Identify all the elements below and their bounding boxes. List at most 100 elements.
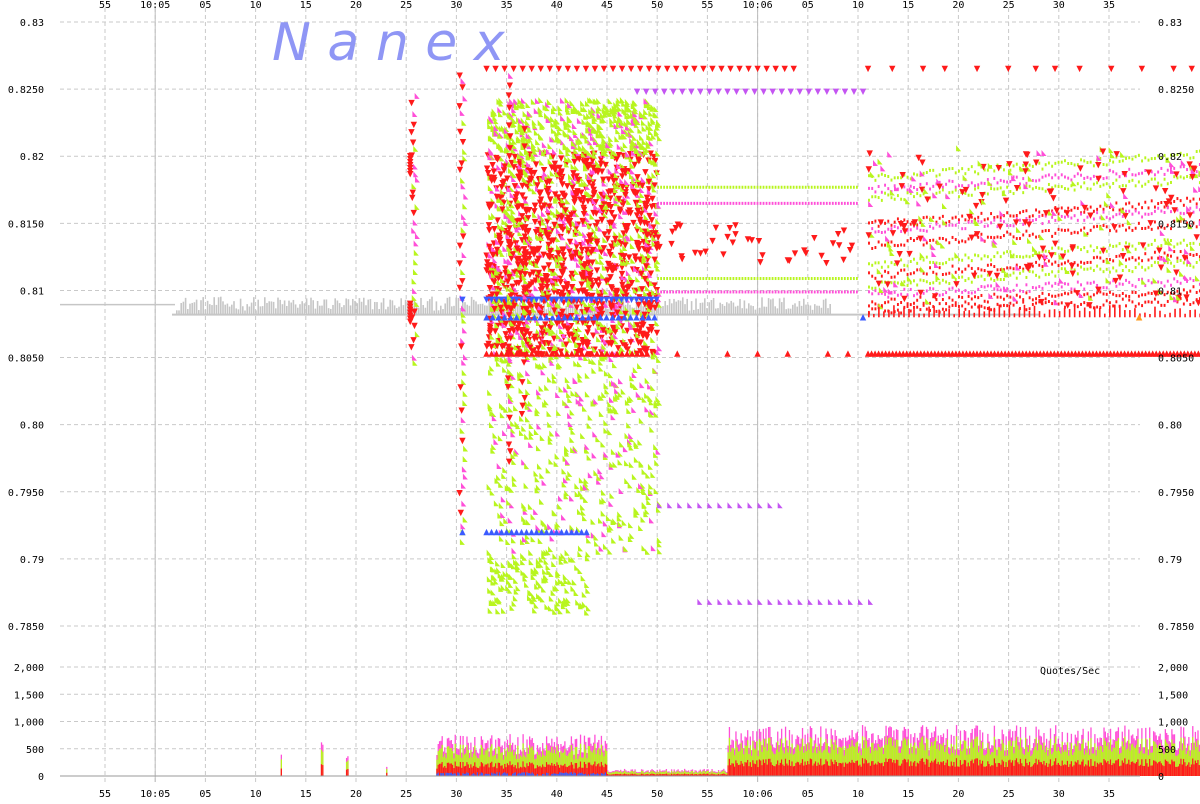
quote-dash bbox=[684, 290, 686, 293]
nbbo-spread-bar bbox=[708, 302, 710, 314]
nbbo-spread-bar bbox=[726, 302, 728, 314]
quote-marker bbox=[565, 377, 570, 383]
quote-marker bbox=[550, 535, 555, 541]
nbbo-spread-bar bbox=[704, 298, 706, 314]
quote-dash bbox=[964, 218, 966, 221]
quote-marker bbox=[608, 501, 613, 507]
nbbo-spread-bar bbox=[273, 302, 275, 315]
quote-dash bbox=[1196, 150, 1198, 153]
quote-dash bbox=[726, 186, 728, 189]
quote-marker bbox=[494, 500, 499, 506]
nbbo-spread-bar bbox=[440, 306, 442, 315]
quote-marker bbox=[463, 95, 468, 101]
quote-dash bbox=[853, 186, 855, 189]
quote-dash bbox=[1180, 199, 1182, 202]
quote-dash bbox=[817, 277, 819, 280]
quote-dash bbox=[913, 195, 915, 198]
quote-marker bbox=[459, 438, 465, 444]
quote-marker bbox=[531, 536, 536, 542]
quote-marker bbox=[502, 467, 507, 473]
quote-marker bbox=[501, 608, 506, 614]
quote-marker bbox=[461, 359, 466, 365]
quote-marker bbox=[505, 539, 510, 545]
quote-marker bbox=[623, 546, 628, 552]
quote-marker bbox=[491, 213, 496, 219]
quote-marker bbox=[566, 597, 571, 603]
nbbo-spread-bar bbox=[189, 304, 191, 315]
quote-marker bbox=[548, 143, 553, 149]
quote-dash bbox=[1009, 180, 1011, 183]
quote-dash bbox=[711, 202, 713, 205]
quote-dash bbox=[820, 290, 822, 293]
quote-marker bbox=[581, 510, 586, 516]
quote-dash bbox=[1128, 180, 1130, 183]
quote-marker bbox=[511, 459, 516, 465]
quote-dash bbox=[878, 225, 880, 228]
quote-dash bbox=[974, 184, 976, 187]
quote-marker bbox=[556, 208, 561, 214]
quote-dash bbox=[726, 290, 728, 293]
quote-dash bbox=[793, 277, 795, 280]
quote-marker bbox=[492, 328, 498, 334]
quote-marker bbox=[619, 66, 625, 72]
quote-dash bbox=[1183, 204, 1185, 207]
quote-dash bbox=[814, 186, 816, 189]
quote-dash bbox=[811, 290, 813, 293]
quote-marker bbox=[670, 89, 676, 95]
quote-marker bbox=[539, 473, 544, 479]
quote-dash bbox=[666, 186, 668, 189]
quote-dash bbox=[1064, 187, 1066, 190]
quote-dash bbox=[1064, 159, 1066, 162]
quote-dash bbox=[733, 277, 735, 280]
quote-marker bbox=[584, 329, 590, 335]
nbbo-spread-bar bbox=[449, 297, 451, 315]
quote-dash bbox=[1167, 169, 1169, 172]
quote-dash bbox=[923, 216, 925, 219]
nbbo-spread-bar bbox=[693, 310, 695, 315]
quote-marker bbox=[594, 233, 599, 239]
quote-dash bbox=[775, 290, 777, 293]
quote-dash bbox=[1061, 173, 1063, 176]
quote-dash bbox=[714, 277, 716, 280]
quote-marker bbox=[574, 165, 579, 171]
quote-dash bbox=[817, 202, 819, 205]
quote-dash bbox=[955, 171, 957, 174]
quote-marker bbox=[772, 66, 778, 72]
quote-dash bbox=[775, 202, 777, 205]
quote-dash bbox=[666, 290, 668, 293]
quote-dash bbox=[693, 202, 695, 205]
quote-dash bbox=[997, 215, 999, 218]
nbbo-spread-bar bbox=[464, 302, 466, 314]
quote-dash bbox=[1164, 173, 1166, 176]
quote-dash bbox=[1074, 175, 1076, 178]
quote-marker bbox=[717, 599, 722, 605]
quote-marker bbox=[769, 89, 775, 95]
quote-marker bbox=[641, 177, 646, 183]
quote-marker bbox=[560, 98, 565, 104]
quote-marker bbox=[652, 368, 657, 374]
quote-dash bbox=[835, 290, 837, 293]
quote-dash bbox=[754, 290, 756, 293]
quote-dash bbox=[1029, 164, 1031, 167]
quote-dash bbox=[897, 194, 899, 197]
quote-dash bbox=[733, 290, 735, 293]
quote-marker bbox=[506, 415, 512, 421]
quote-dash bbox=[805, 290, 807, 293]
quote-marker bbox=[546, 262, 552, 268]
quote-marker bbox=[574, 238, 579, 244]
nbbo-spread-bar bbox=[328, 308, 330, 314]
quote-marker bbox=[493, 439, 498, 445]
quote-marker bbox=[639, 134, 644, 140]
quote-dash bbox=[796, 277, 798, 280]
nbbo-spread-bar bbox=[455, 298, 457, 315]
quote-marker bbox=[596, 98, 601, 104]
nbbo-spread-bar bbox=[777, 308, 779, 314]
quote-marker bbox=[507, 448, 513, 454]
quote-dash bbox=[769, 290, 771, 293]
quote-dash bbox=[736, 290, 738, 293]
quote-marker bbox=[758, 599, 763, 605]
quote-dash bbox=[817, 186, 819, 189]
quote-marker bbox=[636, 246, 642, 252]
nbbo-spread-bar bbox=[310, 298, 312, 315]
quote-marker bbox=[754, 66, 760, 72]
